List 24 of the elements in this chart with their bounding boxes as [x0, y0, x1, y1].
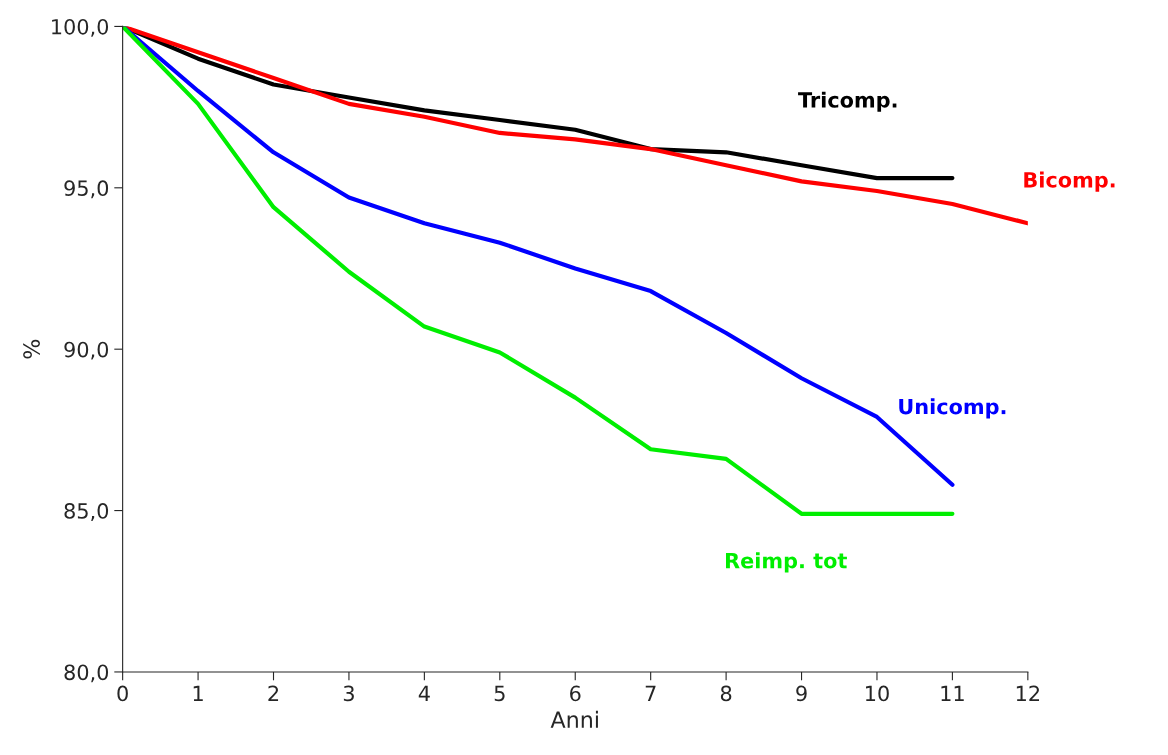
y-tick-label: 85,0 [64, 503, 109, 521]
text: Tricomp. [798, 91, 897, 112]
x-tick-label: 3 [343, 685, 354, 702]
x-tick-label: 8 [720, 685, 732, 702]
y-axis-title: % [23, 339, 40, 359]
x-tick-label: 0 [117, 685, 128, 702]
x-tick-label: 1 [193, 685, 203, 701]
series-label: Unicomp. [899, 398, 1006, 419]
x-tick-label: 2 [268, 685, 279, 701]
x-axis-title: Anni [550, 710, 598, 728]
x-tick-label: 9 [796, 685, 807, 702]
x-tick-label: 10 [866, 685, 889, 702]
y-tick-label: 80,0 [64, 664, 109, 683]
y-tick-label: 90,0 [64, 341, 109, 360]
x-tick-label: 11 [941, 685, 964, 701]
y-tick-label: 95,0 [64, 180, 109, 199]
series-label: Reimp. tot [725, 552, 847, 573]
y-tick-label: 100,0 [52, 18, 109, 37]
x-tick-label: 4 [418, 685, 430, 701]
x-tick-label: 12 [1016, 685, 1040, 701]
x-tick-label: 7 [645, 685, 656, 701]
x-tick-label: 6 [570, 685, 581, 702]
x-tick-label: 5 [494, 685, 505, 702]
series-label: Bicomp. [1024, 171, 1115, 192]
